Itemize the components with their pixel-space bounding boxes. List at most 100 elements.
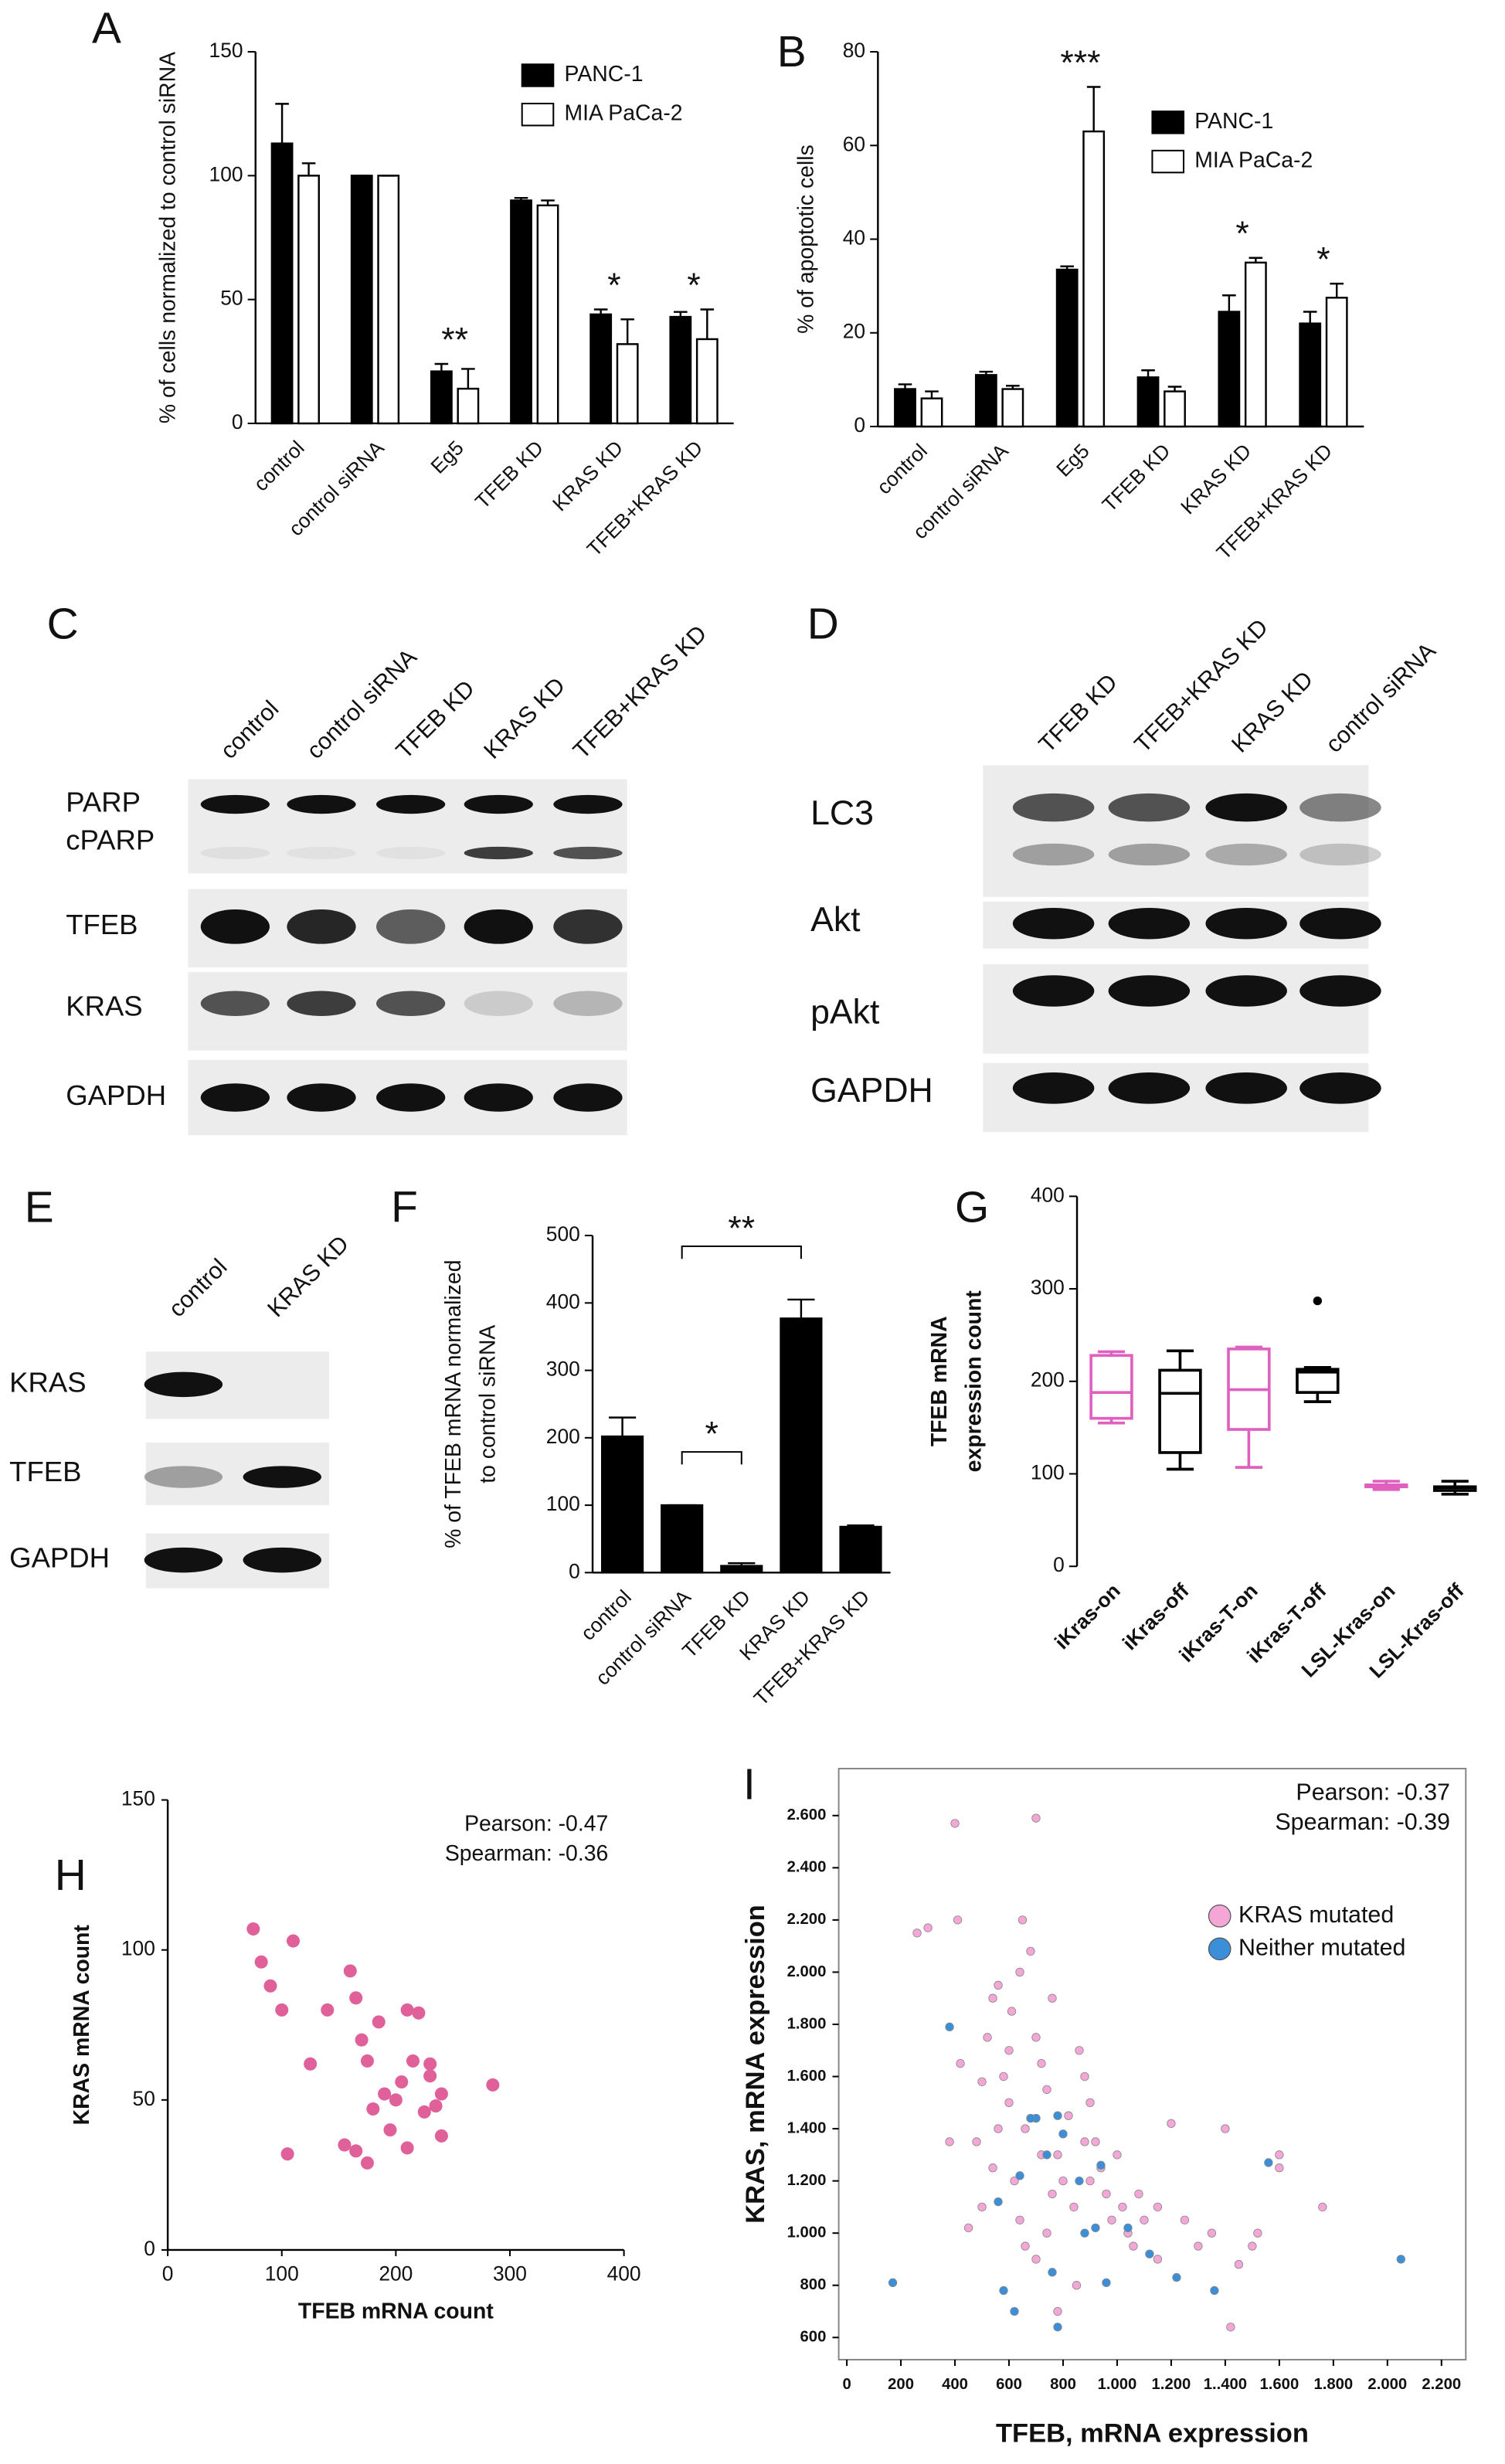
- y-axis-label: expression count: [962, 1290, 987, 1473]
- point: [1275, 2163, 1284, 2173]
- blot-band: [287, 794, 356, 814]
- point: [1091, 2137, 1100, 2146]
- point: [378, 2087, 392, 2101]
- x-tick-label: TFEB KD: [471, 436, 548, 513]
- panel-letter: D: [807, 600, 839, 649]
- blot-band: [200, 794, 270, 814]
- point: [1042, 2228, 1051, 2238]
- legend-label: Neither mutated: [1238, 1934, 1405, 1960]
- point: [1004, 2046, 1014, 2055]
- blot-band: [1012, 843, 1095, 866]
- panel-letter: H: [55, 1851, 87, 1900]
- point: [254, 1955, 268, 1969]
- x-tick-label: 1.600: [1259, 2376, 1299, 2393]
- x-tick-label: Eg5: [426, 436, 468, 478]
- point: [1096, 2160, 1106, 2170]
- bar: [1244, 261, 1267, 428]
- lane-label: control: [216, 695, 284, 764]
- point: [994, 2124, 1003, 2133]
- point: [1140, 2215, 1149, 2224]
- blot-band: [1299, 843, 1381, 866]
- blot-strip: [983, 765, 1369, 897]
- point: [1031, 2255, 1041, 2264]
- y-tick-label: 0: [1053, 1553, 1065, 1576]
- point: [355, 2033, 369, 2047]
- y-tick-label: 1.400: [787, 2119, 827, 2136]
- blot-band: [1205, 975, 1287, 1007]
- point: [400, 2003, 414, 2017]
- bar: [1299, 322, 1322, 428]
- box: [1089, 1354, 1133, 1420]
- blot-band: [1012, 975, 1095, 1007]
- point: [1180, 2215, 1190, 2224]
- point: [1031, 1813, 1041, 1823]
- blot-band: [200, 991, 270, 1016]
- annotation: Pearson: -0.37: [1296, 1779, 1450, 1805]
- point: [349, 2144, 363, 2158]
- lane-label: control: [164, 1254, 233, 1323]
- x-tick-label: KRAS KD: [1176, 439, 1255, 518]
- row-label: PARP: [66, 787, 141, 818]
- bar: [510, 199, 532, 425]
- y-tick-label: 1.600: [787, 2068, 827, 2085]
- y-tick-label: 80: [843, 39, 865, 62]
- point: [1123, 2223, 1133, 2233]
- point: [1107, 2215, 1116, 2224]
- y-tick-label: 200: [546, 1425, 580, 1448]
- y-tick-label: 800: [800, 2276, 827, 2293]
- bar: [1082, 130, 1106, 428]
- point: [1053, 2323, 1062, 2332]
- x-tick-label: 1..400: [1204, 2376, 1247, 2393]
- y-tick-label: 0: [854, 413, 865, 437]
- legend-label: KRAS mutated: [1238, 1902, 1394, 1928]
- y-axis-label: KRAS, mRNA expression: [741, 1905, 770, 2224]
- bar: [536, 204, 559, 425]
- y-tick-label: 100: [546, 1492, 580, 1515]
- significance: ***: [1060, 44, 1100, 82]
- row-label: KRAS: [9, 1366, 86, 1398]
- point: [923, 1923, 933, 1932]
- point: [888, 2278, 898, 2288]
- x-tick-label: control: [249, 436, 308, 495]
- point: [1058, 2129, 1068, 2139]
- point: [1031, 2033, 1041, 2042]
- bar: [720, 1565, 763, 1574]
- bracket-label: **: [728, 1209, 755, 1247]
- point: [1080, 2137, 1089, 2146]
- legend-swatch: [1151, 149, 1185, 174]
- point: [406, 2054, 420, 2068]
- point: [1037, 2058, 1046, 2068]
- panel-letter: A: [92, 5, 121, 53]
- bar: [1136, 376, 1160, 428]
- point: [1015, 1967, 1024, 1977]
- y-axis-label: % of TFEB mRNA normalized: [441, 1259, 466, 1548]
- point: [1153, 2202, 1163, 2212]
- blot-band: [464, 1083, 533, 1112]
- point: [395, 2075, 409, 2089]
- blot-band: [1205, 793, 1287, 822]
- point: [1396, 2255, 1405, 2264]
- point: [1091, 2223, 1100, 2233]
- blot-band: [376, 1083, 446, 1112]
- row-label: Akt: [810, 901, 861, 939]
- x-tick-label: Eg5: [1051, 439, 1093, 481]
- blot-band: [1108, 1072, 1191, 1104]
- row-label: TFEB: [66, 909, 138, 940]
- blot-band: [1299, 975, 1381, 1007]
- point: [1102, 2278, 1111, 2288]
- x-tick-label: 1.800: [1313, 2376, 1353, 2393]
- bar: [780, 1317, 823, 1574]
- y-tick-label: 2.600: [787, 1806, 827, 1823]
- blot-band: [553, 991, 623, 1016]
- bar: [377, 175, 400, 425]
- point: [1021, 2124, 1030, 2133]
- y-tick-label: 0: [232, 410, 243, 433]
- blot-band: [287, 846, 356, 860]
- box: [1158, 1368, 1202, 1454]
- point: [338, 2138, 352, 2152]
- point: [1248, 2241, 1257, 2251]
- point: [1048, 2189, 1057, 2199]
- point: [434, 2129, 448, 2143]
- x-tick-label: control: [872, 439, 932, 498]
